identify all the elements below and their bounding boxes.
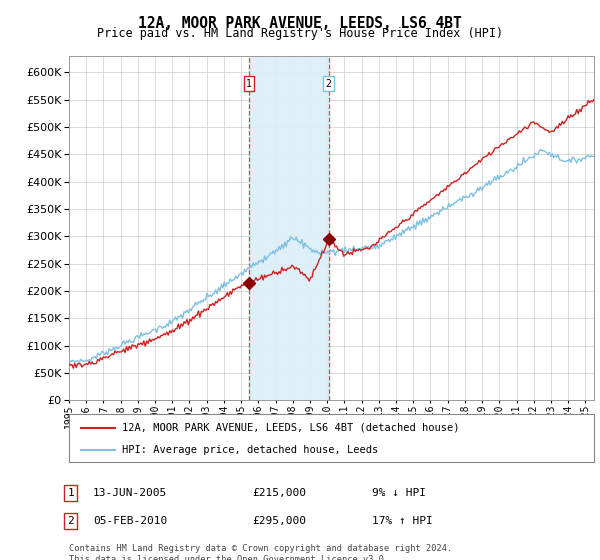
Text: Contains HM Land Registry data © Crown copyright and database right 2024.
This d: Contains HM Land Registry data © Crown c… <box>69 544 452 560</box>
Text: 2: 2 <box>326 78 332 88</box>
Text: £295,000: £295,000 <box>252 516 306 526</box>
Text: 12A, MOOR PARK AVENUE, LEEDS, LS6 4BT (detached house): 12A, MOOR PARK AVENUE, LEEDS, LS6 4BT (d… <box>121 423 459 433</box>
Text: HPI: Average price, detached house, Leeds: HPI: Average price, detached house, Leed… <box>121 445 378 455</box>
Text: 9% ↓ HPI: 9% ↓ HPI <box>372 488 426 498</box>
Text: 1: 1 <box>246 78 252 88</box>
Text: 05-FEB-2010: 05-FEB-2010 <box>93 516 167 526</box>
Bar <box>249 56 329 400</box>
Text: 2: 2 <box>67 516 74 526</box>
Text: Price paid vs. HM Land Registry's House Price Index (HPI): Price paid vs. HM Land Registry's House … <box>97 27 503 40</box>
Text: £215,000: £215,000 <box>252 488 306 498</box>
Text: 13-JUN-2005: 13-JUN-2005 <box>93 488 167 498</box>
Text: 1: 1 <box>67 488 74 498</box>
Text: 12A, MOOR PARK AVENUE, LEEDS, LS6 4BT: 12A, MOOR PARK AVENUE, LEEDS, LS6 4BT <box>138 16 462 31</box>
Text: 17% ↑ HPI: 17% ↑ HPI <box>372 516 433 526</box>
